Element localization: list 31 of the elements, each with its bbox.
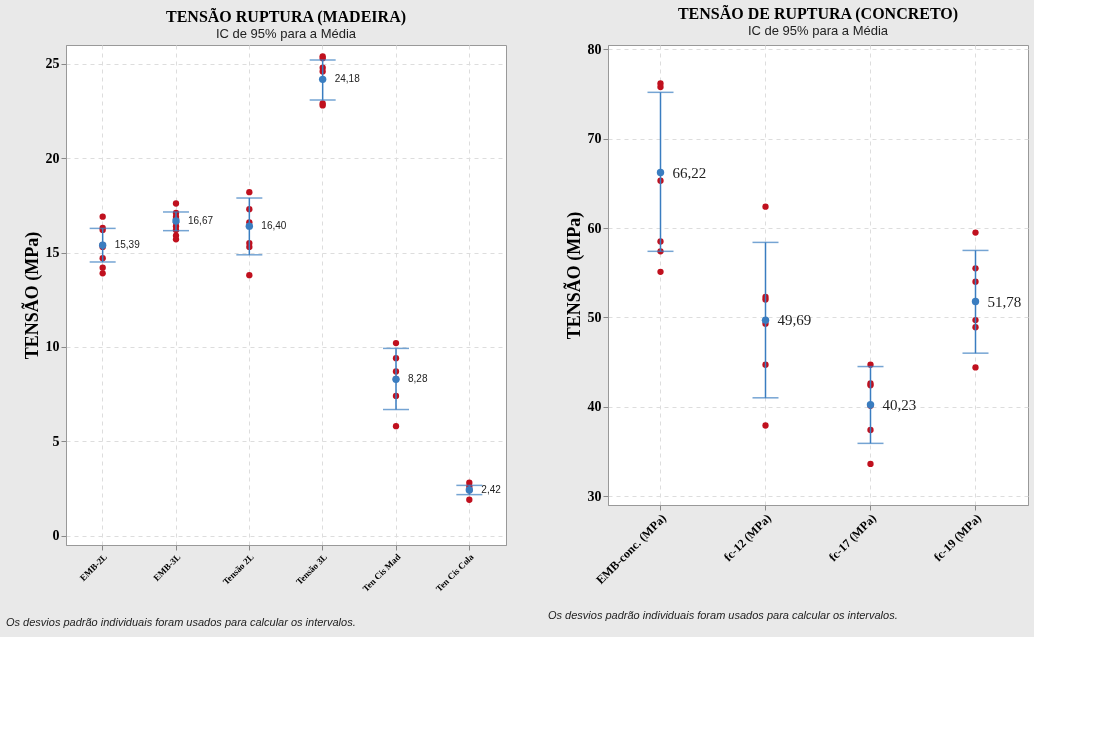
chart-subtitle: IC de 95% para a Média bbox=[215, 26, 357, 41]
y-tick-label: 60 bbox=[587, 220, 602, 236]
chart-title: TENSÃO RUPTURA (MADEIRA) bbox=[165, 7, 407, 26]
y-tick-label: 25 bbox=[45, 56, 60, 72]
x-tick-label: Ten Cis Cola bbox=[433, 551, 477, 594]
y-tick-label: 40 bbox=[587, 399, 602, 415]
text: Os desvios padrão individuais foram usados para calcular os intervalos. bbox=[548, 609, 898, 621]
y-tick-label: 30 bbox=[587, 488, 602, 504]
data-label: 15,39 bbox=[114, 239, 141, 251]
y-tick-label: 20 bbox=[45, 150, 60, 166]
data-label: 51,78 bbox=[987, 293, 1022, 310]
y-tick-label: 0 bbox=[52, 528, 60, 544]
y-axis-title: TENSÃO (MPa) bbox=[562, 211, 585, 340]
chart-title: TENSÃO DE RUPTURA (CONCRETO) bbox=[677, 4, 959, 24]
y-tick-label: 70 bbox=[587, 131, 602, 147]
y-tick-label: 50 bbox=[587, 309, 602, 325]
y-axis-title: TENSÃO (MPa) bbox=[20, 231, 43, 360]
data-label: 16,67 bbox=[188, 215, 214, 227]
y-tick-label: 15 bbox=[45, 245, 60, 261]
y-tick-label: 5 bbox=[52, 433, 60, 449]
data-label: 2,42 bbox=[481, 483, 502, 495]
data-label: 24,18 bbox=[334, 73, 361, 85]
data-label: 66,22 bbox=[672, 164, 707, 181]
data-label: 40,23 bbox=[882, 396, 917, 413]
y-tick-label: 10 bbox=[45, 339, 60, 355]
text: Os desvios padrão individuais foram usados para calcular os intervalos. bbox=[6, 616, 356, 628]
data-label: 8,28 bbox=[408, 373, 428, 385]
y-tick-label: 80 bbox=[587, 41, 602, 57]
data-label: 16,40 bbox=[261, 220, 287, 232]
data-label: 49,69 bbox=[777, 312, 812, 329]
chart-subtitle: IC de 95% para a Média bbox=[747, 23, 889, 39]
